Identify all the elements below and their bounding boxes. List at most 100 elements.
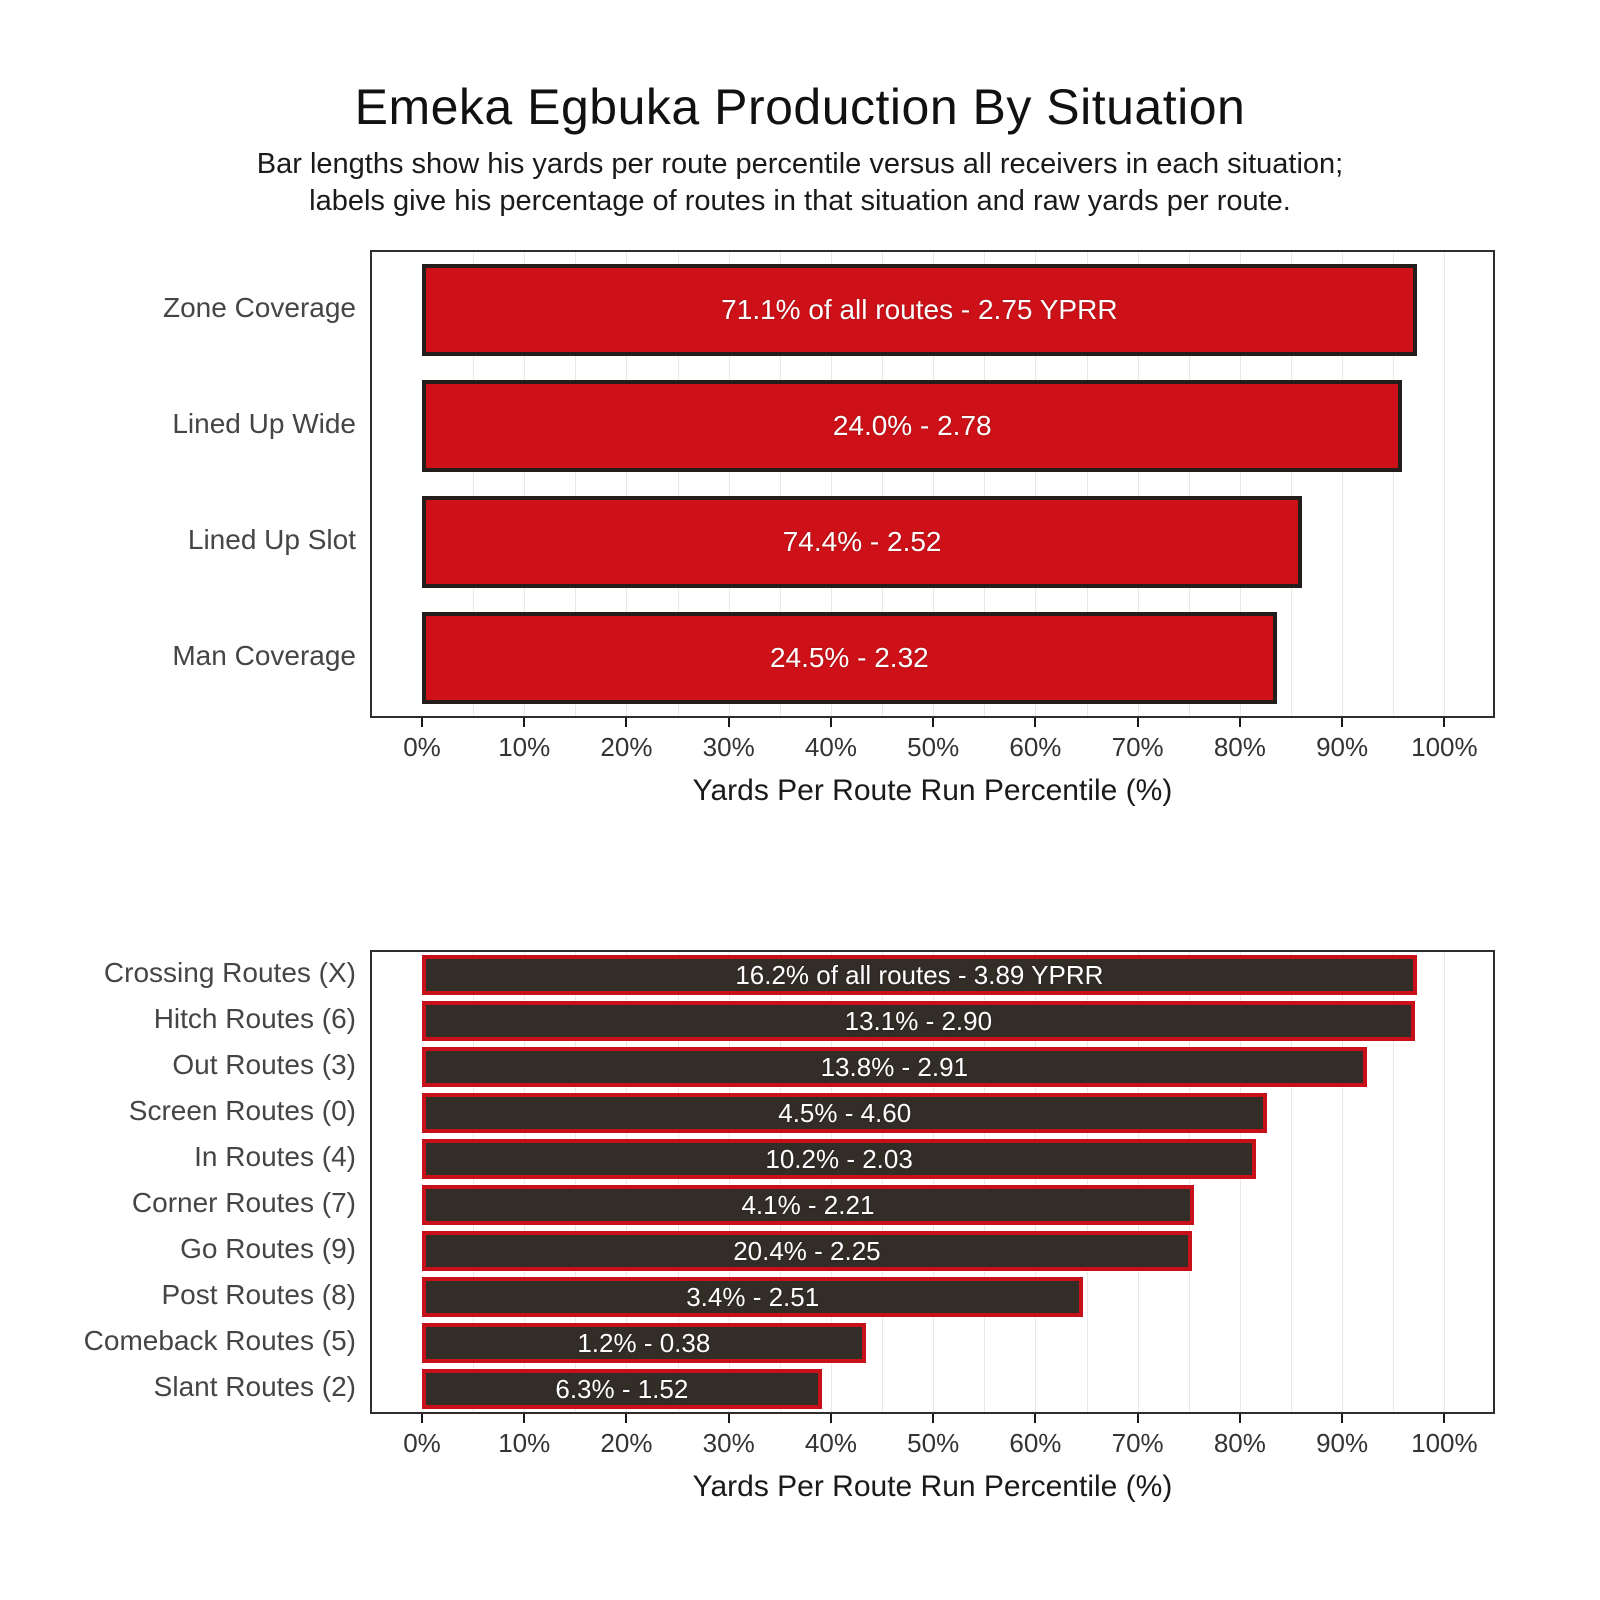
x-tick-mark	[523, 718, 526, 728]
gridline	[575, 952, 577, 1413]
y-axis-label-row: Zone Coverage	[0, 250, 356, 366]
bar-out-routes-3: 13.8% - 2.91	[421, 1047, 1367, 1088]
x-tick-label: 90%	[1316, 1428, 1369, 1459]
gridline	[1444, 952, 1446, 1413]
x-tick-mark	[523, 1414, 526, 1424]
gridline	[984, 952, 986, 1413]
x-tick-label: 20%	[600, 732, 653, 763]
y-axis-label: Hitch Routes (6)	[153, 1003, 356, 1035]
situation-chart-panel: 71.1% of all routes - 2.75 YPRR 24.0% - 2…	[370, 250, 1495, 719]
x-tick-mark	[1443, 1414, 1446, 1424]
bar-label: 4.1% - 2.21	[741, 1189, 875, 1220]
x-tick-label: 100%	[1411, 732, 1478, 763]
y-axis-label-row: Man Coverage	[0, 598, 356, 714]
y-axis-label: Corner Routes (7)	[131, 1187, 356, 1219]
bar-row: 13.1% - 2.90	[421, 998, 1444, 1044]
gridline	[830, 952, 832, 1413]
gridline	[728, 952, 730, 1413]
x-tick-label: 70%	[1111, 1428, 1164, 1459]
y-axis-label: Post Routes (8)	[161, 1279, 356, 1311]
gridline	[677, 252, 679, 717]
bar-label: 16.2% of all routes - 3.89 YPRR	[735, 959, 1104, 990]
x-tick-mark	[625, 718, 628, 728]
x-tick-mark	[420, 718, 423, 728]
gridline	[779, 252, 781, 717]
gridline	[1137, 952, 1139, 1413]
bar-go-routes-9: 20.4% - 2.25	[421, 1231, 1192, 1272]
chart-title: Emeka Egbuka Production By Situation	[354, 79, 1246, 135]
gridline	[524, 252, 526, 717]
y-axis-label-row: Corner Routes (7)	[0, 1180, 356, 1226]
bar-zone-coverage: 71.1% of all routes - 2.75 YPRR	[421, 264, 1417, 357]
gridline	[1188, 252, 1190, 717]
y-axis-label-row: Post Routes (8)	[0, 1272, 356, 1318]
gridline	[1035, 952, 1037, 1413]
bar-row: 3.4% - 2.51	[421, 1274, 1444, 1320]
x-tick-mark	[932, 1414, 935, 1424]
gridline	[933, 952, 935, 1413]
gridline	[882, 252, 884, 717]
gridline	[1188, 952, 1190, 1413]
gridline	[1393, 252, 1395, 717]
gridline	[1342, 252, 1344, 717]
x-tick-mark	[420, 1414, 423, 1424]
y-axis-label: Lined Up Slot	[187, 524, 356, 556]
bar-row: 1.2% - 0.38	[421, 1320, 1444, 1366]
y-axis-label: Zone Coverage	[162, 292, 356, 324]
gridline	[626, 252, 628, 717]
y-axis-label-row: Screen Routes (0)	[0, 1088, 356, 1134]
bar-lined-up-wide: 24.0% - 2.78	[421, 380, 1403, 473]
x-tick-label: 40%	[804, 732, 857, 763]
y-axis-label: Crossing Routes (X)	[103, 957, 356, 989]
bar-row: 74.4% - 2.52	[421, 484, 1444, 600]
y-axis-label-row: In Routes (4)	[0, 1134, 356, 1180]
y-axis-label: Lined Up Wide	[172, 408, 356, 440]
gridline	[575, 252, 577, 717]
gridline	[1086, 952, 1088, 1413]
gridline	[779, 952, 781, 1413]
x-tick-mark	[727, 1414, 730, 1424]
route-y-axis-labels: Crossing Routes (X) Hitch Routes (6) Out R…	[0, 950, 370, 1410]
x-tick-label: 100%	[1411, 1428, 1478, 1459]
y-axis-label-row: Out Routes (3)	[0, 1042, 356, 1088]
bar-label: 20.4% - 2.25	[733, 1235, 881, 1266]
x-tick-label: 40%	[804, 1428, 857, 1459]
y-axis-label-row: Lined Up Slot	[0, 482, 356, 598]
gridline	[524, 952, 526, 1413]
y-axis-label-row: Slant Routes (2)	[0, 1364, 356, 1410]
y-axis-label: Screen Routes (0)	[128, 1095, 356, 1127]
x-tick-label: 10%	[498, 1428, 551, 1459]
gridline	[1239, 952, 1241, 1413]
bar-label: 3.4% - 2.51	[686, 1281, 820, 1312]
bar-row: 6.3% - 1.52	[421, 1366, 1444, 1412]
bar-slant-routes-2: 6.3% - 1.52	[421, 1369, 822, 1410]
x-tick-label: 0%	[403, 1428, 441, 1459]
gridline	[1393, 952, 1395, 1413]
x-tick-mark	[829, 718, 832, 728]
bar-screen-routes-0: 4.5% - 4.60	[421, 1093, 1268, 1134]
x-tick-mark	[1341, 1414, 1344, 1424]
x-tick-label: 70%	[1111, 732, 1164, 763]
y-axis-label-row: Go Routes (9)	[0, 1226, 356, 1272]
bar-label: 6.3% - 1.52	[555, 1373, 689, 1404]
route-x-axis-title: Yards Per Route Run Percentile (%)	[692, 1470, 1173, 1504]
x-tick-label: 30%	[702, 732, 755, 763]
x-tick-mark	[1136, 718, 1139, 728]
bar-label: 24.0% - 2.78	[832, 410, 992, 442]
bar-label: 13.8% - 2.91	[820, 1051, 969, 1082]
bar-man-coverage: 24.5% - 2.32	[421, 612, 1277, 705]
chart-subtitle-line-2: labels give his percentage of routes in …	[309, 185, 1291, 218]
bar-label: 24.5% - 2.32	[769, 642, 929, 674]
y-axis-label-row: Comeback Routes (5)	[0, 1318, 356, 1364]
figure: Emeka Egbuka Production By Situation Bar…	[0, 78, 1600, 1600]
bar-comeback-routes-5: 1.2% - 0.38	[421, 1323, 866, 1364]
bar-row: 24.5% - 2.32	[421, 600, 1444, 716]
x-tick-label: 20%	[600, 1428, 653, 1459]
x-tick-label: 30%	[702, 1428, 755, 1459]
gridline	[933, 252, 935, 717]
gridline	[830, 252, 832, 717]
gridline	[473, 952, 475, 1413]
bar-row: 20.4% - 2.25	[421, 1228, 1444, 1274]
bar-label: 4.5% - 4.60	[778, 1097, 912, 1128]
situation-x-axis-ticks: 0% 10% 20% 30% 40% 50% 60% 70% 80% 90% 100%	[372, 718, 1493, 770]
